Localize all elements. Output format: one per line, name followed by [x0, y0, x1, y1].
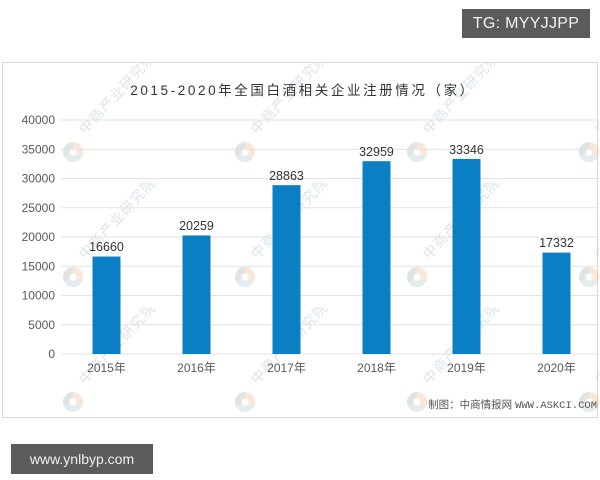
svg-text:20000: 20000	[22, 230, 56, 244]
svg-text:35000: 35000	[22, 142, 56, 156]
svg-text:16660: 16660	[89, 240, 124, 254]
svg-text:40000: 40000	[22, 113, 56, 127]
svg-text:32959: 32959	[359, 145, 394, 159]
svg-text:28863: 28863	[269, 169, 304, 183]
svg-text:0: 0	[48, 347, 55, 361]
svg-text:5000: 5000	[28, 318, 55, 332]
svg-text:2017年: 2017年	[267, 361, 306, 375]
svg-text:2019年: 2019年	[447, 361, 486, 375]
svg-text:20259: 20259	[179, 219, 214, 233]
svg-text:10000: 10000	[22, 289, 56, 303]
svg-text:2020年: 2020年	[537, 361, 576, 375]
svg-text:2016年: 2016年	[177, 361, 216, 375]
svg-text:30000: 30000	[22, 172, 56, 186]
svg-text:2018年: 2018年	[357, 361, 396, 375]
svg-text:15000: 15000	[22, 259, 56, 273]
svg-text:17332: 17332	[539, 236, 574, 250]
svg-text:25000: 25000	[22, 201, 56, 215]
svg-text:2015年: 2015年	[87, 361, 126, 375]
svg-text:33346: 33346	[449, 143, 484, 157]
